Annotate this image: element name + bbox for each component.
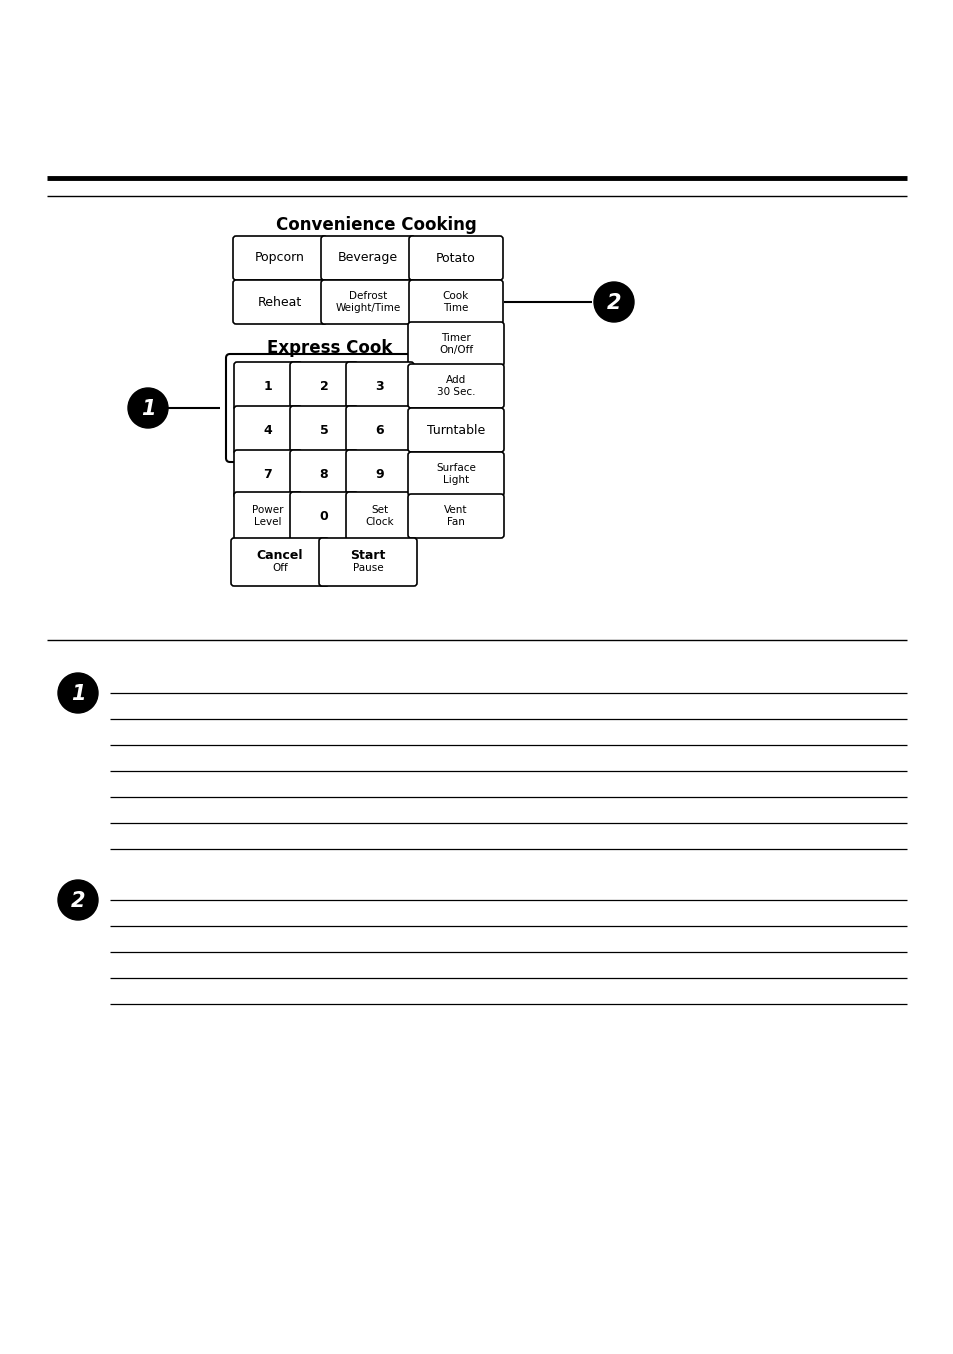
- FancyBboxPatch shape: [290, 450, 357, 498]
- Text: Cancel: Cancel: [256, 550, 303, 562]
- Text: Vent: Vent: [444, 505, 467, 516]
- Text: 30 Sec.: 30 Sec.: [436, 386, 475, 397]
- Text: 1: 1: [141, 399, 155, 418]
- Circle shape: [594, 282, 634, 322]
- Text: Set: Set: [371, 505, 388, 515]
- FancyBboxPatch shape: [408, 322, 503, 366]
- FancyBboxPatch shape: [290, 362, 357, 410]
- FancyBboxPatch shape: [318, 538, 416, 586]
- Text: Timer: Timer: [440, 333, 471, 344]
- FancyBboxPatch shape: [233, 492, 302, 540]
- Text: Pause: Pause: [353, 563, 383, 573]
- FancyBboxPatch shape: [290, 406, 357, 454]
- Text: Express Cook: Express Cook: [267, 338, 393, 357]
- Text: Potato: Potato: [436, 252, 476, 264]
- Text: 6: 6: [375, 424, 384, 436]
- Text: Add: Add: [445, 375, 466, 386]
- FancyBboxPatch shape: [233, 362, 302, 410]
- Circle shape: [58, 880, 98, 919]
- Text: Power: Power: [252, 505, 283, 515]
- Text: Convenience Cooking: Convenience Cooking: [275, 217, 476, 234]
- Text: Clock: Clock: [365, 517, 394, 527]
- Text: 1: 1: [263, 379, 273, 393]
- FancyBboxPatch shape: [233, 450, 302, 498]
- Text: Time: Time: [443, 302, 468, 313]
- Text: 9: 9: [375, 467, 384, 481]
- Text: 2: 2: [606, 292, 620, 313]
- Text: 7: 7: [263, 467, 273, 481]
- Text: 4: 4: [263, 424, 273, 436]
- Text: 2: 2: [319, 379, 328, 393]
- Text: 3: 3: [375, 379, 384, 393]
- Text: Off: Off: [272, 563, 288, 573]
- Text: On/Off: On/Off: [438, 344, 473, 355]
- Text: Weight/Time: Weight/Time: [335, 302, 400, 313]
- FancyBboxPatch shape: [231, 538, 329, 586]
- Text: Popcorn: Popcorn: [254, 252, 305, 264]
- Text: Turntable: Turntable: [426, 424, 485, 436]
- FancyBboxPatch shape: [408, 452, 503, 496]
- FancyBboxPatch shape: [320, 236, 415, 280]
- FancyBboxPatch shape: [409, 280, 502, 324]
- Text: Beverage: Beverage: [337, 252, 397, 264]
- Text: 5: 5: [319, 424, 328, 436]
- FancyBboxPatch shape: [233, 280, 327, 324]
- Text: Start: Start: [350, 550, 385, 562]
- FancyBboxPatch shape: [346, 362, 414, 410]
- Text: Fan: Fan: [447, 516, 464, 527]
- FancyBboxPatch shape: [233, 406, 302, 454]
- Text: Light: Light: [442, 474, 469, 485]
- Text: Defrost: Defrost: [349, 291, 387, 302]
- FancyBboxPatch shape: [408, 408, 503, 452]
- FancyBboxPatch shape: [408, 364, 503, 408]
- FancyBboxPatch shape: [346, 406, 414, 454]
- Text: Cook: Cook: [442, 291, 469, 302]
- FancyBboxPatch shape: [320, 280, 415, 324]
- FancyBboxPatch shape: [346, 492, 414, 540]
- FancyBboxPatch shape: [408, 494, 503, 538]
- Text: Reheat: Reheat: [257, 295, 302, 309]
- Text: 1: 1: [71, 684, 85, 704]
- Text: 0: 0: [319, 509, 328, 523]
- FancyBboxPatch shape: [233, 236, 327, 280]
- Circle shape: [128, 389, 168, 428]
- Circle shape: [58, 673, 98, 714]
- Text: 2: 2: [71, 891, 85, 911]
- Text: Surface: Surface: [436, 463, 476, 474]
- Text: Level: Level: [254, 517, 281, 527]
- FancyBboxPatch shape: [346, 450, 414, 498]
- Text: 8: 8: [319, 467, 328, 481]
- FancyBboxPatch shape: [409, 236, 502, 280]
- FancyBboxPatch shape: [290, 492, 357, 540]
